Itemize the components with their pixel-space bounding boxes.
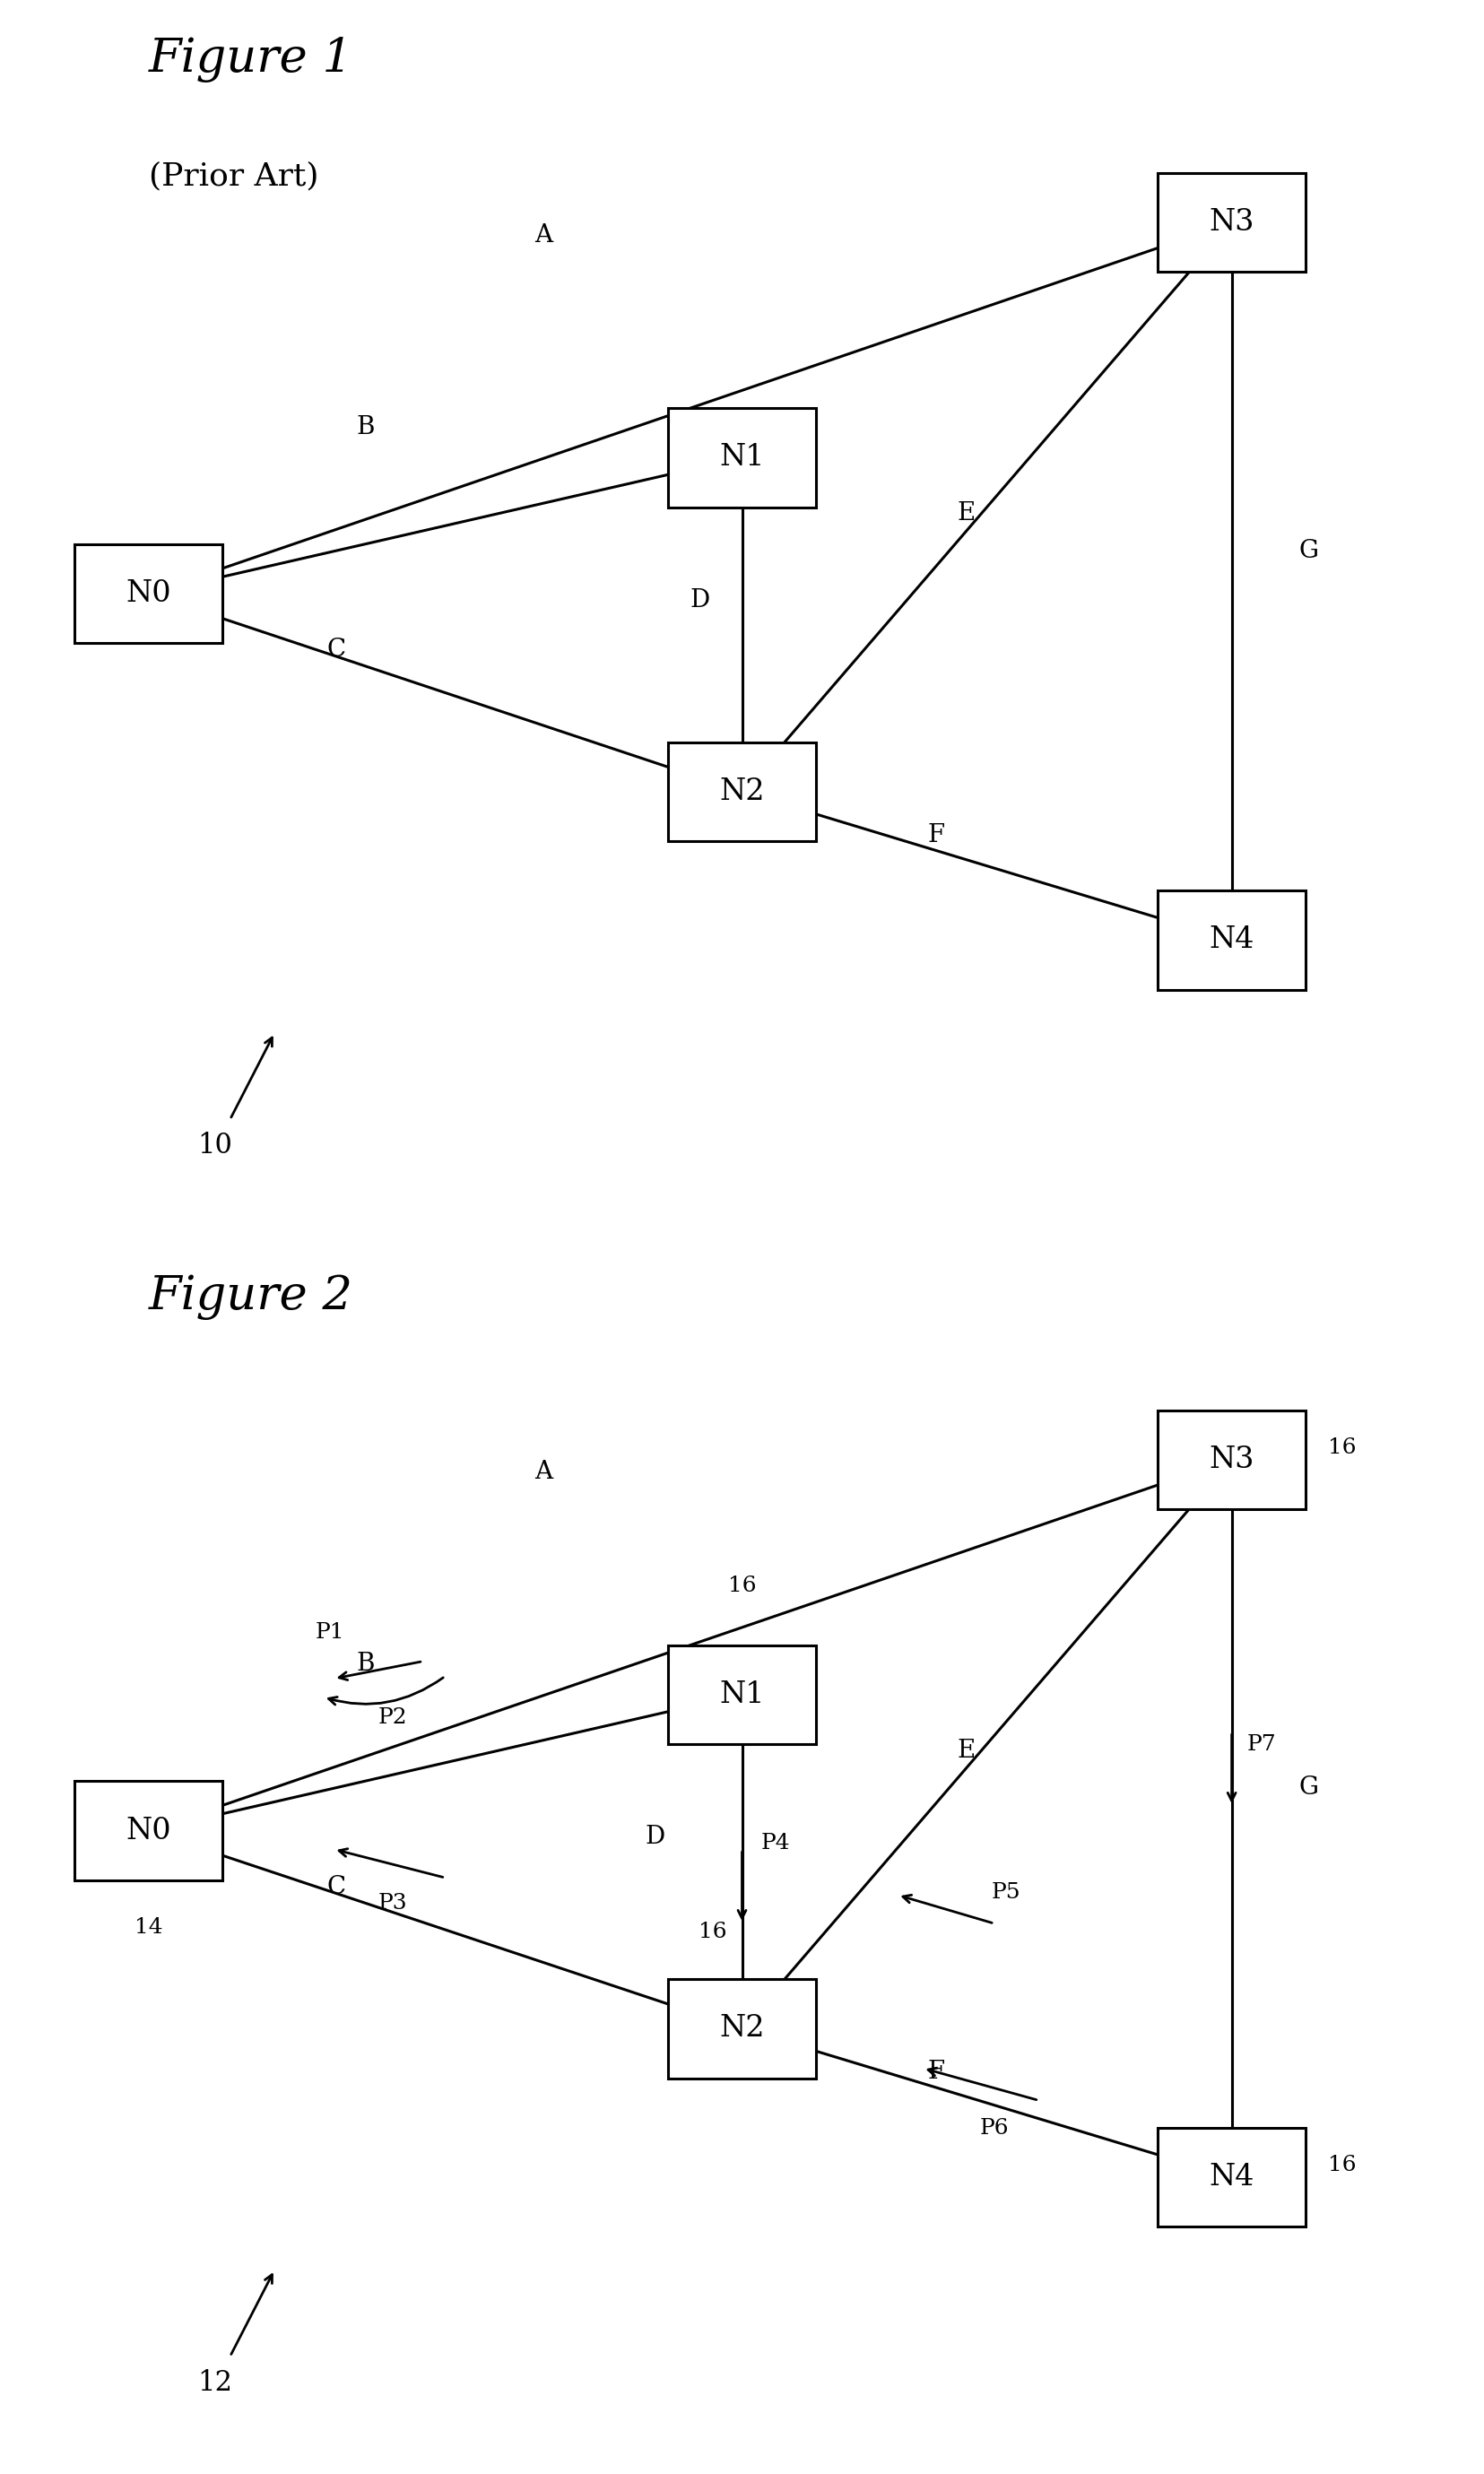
Bar <box>1158 891 1306 990</box>
Text: Figure 2: Figure 2 <box>148 1274 353 1319</box>
Text: 16: 16 <box>1328 1437 1356 1457</box>
Text: P7: P7 <box>1247 1734 1276 1754</box>
Bar <box>668 742 816 841</box>
Text: 14: 14 <box>134 1917 163 1937</box>
Text: 16: 16 <box>697 1922 727 1942</box>
Text: 16: 16 <box>1328 2155 1356 2175</box>
Text: Figure 1: Figure 1 <box>148 37 353 82</box>
Text: G: G <box>1298 1776 1318 1801</box>
Bar <box>74 1781 223 1880</box>
Text: D: D <box>646 1826 665 1851</box>
Text: P4: P4 <box>761 1833 791 1853</box>
Text: 16: 16 <box>727 1576 757 1596</box>
Text: N2: N2 <box>720 2014 764 2044</box>
Bar <box>1158 173 1306 272</box>
Text: 10: 10 <box>197 1133 233 1160</box>
Text: C: C <box>326 638 346 661</box>
Text: N0: N0 <box>126 579 171 609</box>
Text: P6: P6 <box>979 2118 1009 2138</box>
Text: 12: 12 <box>197 2370 233 2397</box>
Text: B: B <box>356 1653 374 1677</box>
Text: N3: N3 <box>1209 1445 1254 1475</box>
Text: A: A <box>534 1460 552 1484</box>
Text: N2: N2 <box>720 777 764 807</box>
Text: P1: P1 <box>315 1623 344 1643</box>
Bar <box>668 1645 816 1744</box>
Text: F: F <box>928 824 945 846</box>
Text: P2: P2 <box>378 1707 408 1727</box>
Text: A: A <box>534 223 552 247</box>
Bar <box>1158 1410 1306 1509</box>
Bar <box>668 408 816 507</box>
Bar <box>74 544 223 643</box>
Text: E: E <box>957 502 975 527</box>
Text: P3: P3 <box>378 1893 408 1912</box>
Text: N4: N4 <box>1209 2162 1254 2192</box>
Text: N3: N3 <box>1209 208 1254 238</box>
Text: N4: N4 <box>1209 925 1254 955</box>
Text: (Prior Art): (Prior Art) <box>148 161 319 190</box>
Bar <box>668 1979 816 2078</box>
Text: C: C <box>326 1875 346 1900</box>
Text: D: D <box>690 589 709 614</box>
Text: N1: N1 <box>720 1680 764 1710</box>
Text: N1: N1 <box>720 443 764 473</box>
Text: B: B <box>356 416 374 440</box>
Text: G: G <box>1298 539 1318 562</box>
Bar <box>1158 2128 1306 2227</box>
Text: N0: N0 <box>126 1816 171 1846</box>
Text: P5: P5 <box>991 1883 1021 1903</box>
Text: F: F <box>928 2061 945 2083</box>
Text: E: E <box>957 1739 975 1761</box>
